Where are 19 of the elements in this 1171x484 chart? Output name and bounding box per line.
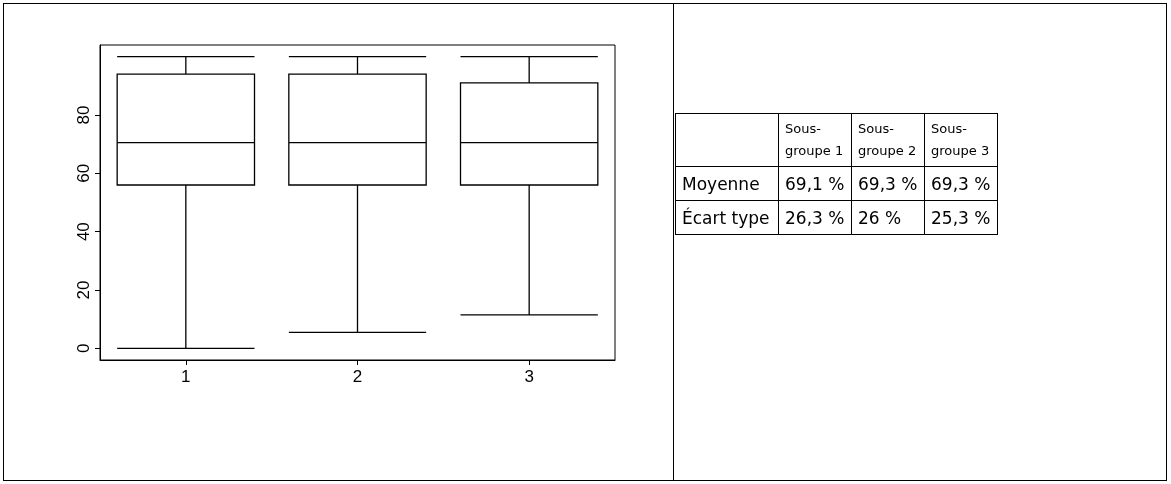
category-label: Sous-groupe 1: [778, 113, 852, 167]
text: 69,1 %: [785, 173, 845, 194]
text: 26,3 %: [785, 207, 845, 228]
x-tick-label: 3: [524, 367, 534, 386]
y-tick-label: 80: [74, 105, 93, 125]
text: 25,3 %: [931, 207, 991, 228]
y-tick-label: 40: [74, 222, 93, 242]
y-tick-label: 20: [74, 280, 93, 300]
category-label: Sous-groupe 2: [851, 113, 925, 167]
y-tick-label: 0: [74, 343, 93, 354]
y-tick-label: 60: [74, 163, 93, 183]
category-label: Sous-groupe 3: [924, 113, 998, 167]
text: 69,3 %: [858, 173, 918, 194]
x-tick-label: 2: [352, 367, 363, 386]
category-label: Moyenne: [682, 173, 760, 194]
category-label: Écart type: [682, 207, 770, 228]
text: 26 %: [858, 207, 902, 228]
x-tick-label: 1: [181, 367, 191, 386]
text: 69,3 %: [931, 173, 991, 194]
